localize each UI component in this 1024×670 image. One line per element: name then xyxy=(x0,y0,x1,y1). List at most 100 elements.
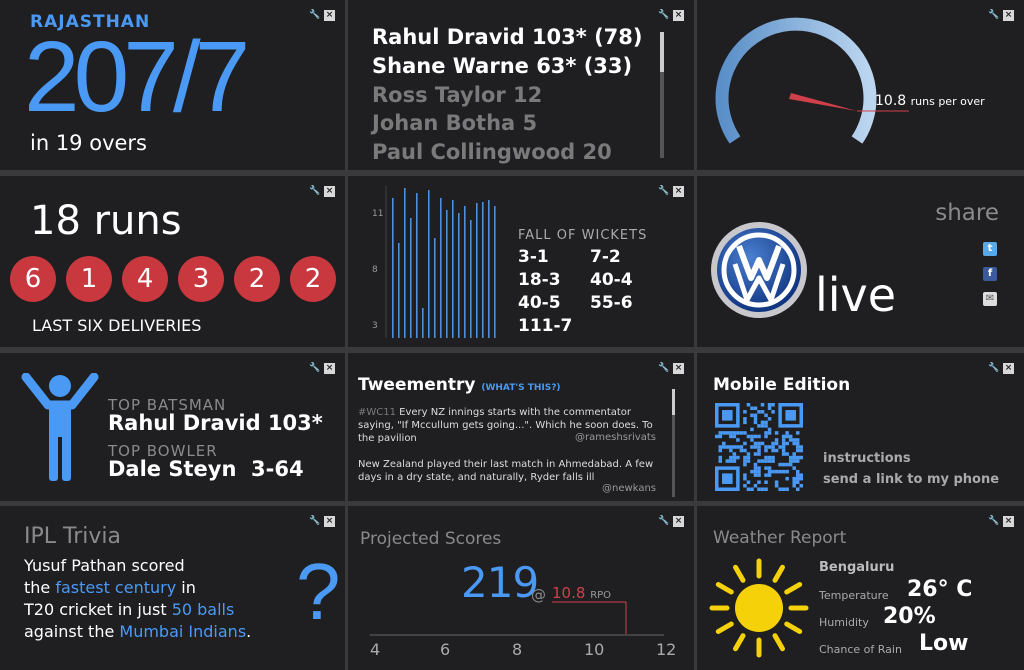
close-icon[interactable]: × xyxy=(324,363,335,374)
sponsor-tile: live share t f ✉ xyxy=(697,176,1024,347)
wrench-icon[interactable]: 🔧 xyxy=(658,516,670,526)
tweet-hashtag[interactable]: #WC11 xyxy=(358,407,396,418)
close-icon[interactable]: × xyxy=(324,516,335,527)
graph-bar xyxy=(494,206,496,338)
qr-code[interactable] xyxy=(715,403,803,491)
top-batsman-label: TOP BATSMAN xyxy=(108,396,227,414)
scrollbar-thumb[interactable] xyxy=(672,389,675,415)
ball-badge: 4 xyxy=(122,256,168,302)
tile-controls: 🔧 × xyxy=(658,186,684,197)
fow-item: 40-4 xyxy=(590,270,633,290)
scrollbar-thumb[interactable] xyxy=(660,32,664,72)
close-icon[interactable]: × xyxy=(324,10,335,21)
wrench-icon[interactable]: 🔧 xyxy=(988,10,1000,20)
axis-tick: 11 xyxy=(372,209,383,219)
projected-rpo-unit: RPO xyxy=(590,590,612,601)
close-icon[interactable]: × xyxy=(673,363,684,374)
tweementry-title: Tweementry (WHAT'S THIS?) xyxy=(358,375,561,395)
tweet-text: New Zealand played their last match in A… xyxy=(358,458,658,484)
wrench-icon[interactable]: 🔧 xyxy=(309,516,321,526)
tile-controls: 🔧 × xyxy=(658,363,684,374)
tile-controls: 🔧 × xyxy=(309,10,335,21)
run-rate-value: 10.8 xyxy=(875,93,907,109)
facebook-icon[interactable]: f xyxy=(983,267,997,281)
wrench-icon[interactable]: 🔧 xyxy=(988,516,1000,526)
close-icon[interactable]: × xyxy=(673,10,684,21)
question-mark-icon: ? xyxy=(296,547,341,636)
tweet-text: #WC11 Every NZ innings starts with the c… xyxy=(358,406,658,445)
batsman-line: Shane Warne 63* (33) xyxy=(372,54,633,78)
wrench-icon[interactable]: 🔧 xyxy=(988,363,1000,373)
graph-bar xyxy=(458,213,460,338)
scrollbar[interactable] xyxy=(672,389,675,497)
wrench-icon[interactable]: 🔧 xyxy=(658,10,670,20)
close-icon[interactable]: × xyxy=(1003,516,1014,527)
ball-badge: 3 xyxy=(178,256,224,302)
tweet-handle[interactable]: @rameshsrivats xyxy=(575,432,656,443)
close-icon[interactable]: × xyxy=(1003,10,1014,21)
trivia-highlight: Mumbai Indians xyxy=(119,622,247,641)
tile-controls: 🔧 × xyxy=(309,516,335,527)
scrollbar[interactable] xyxy=(660,32,664,158)
ball-badge: 2 xyxy=(234,256,280,302)
wrench-icon[interactable]: 🔧 xyxy=(658,363,670,373)
share-label: share xyxy=(935,200,999,226)
sun-icon xyxy=(709,558,809,658)
batsman-line: Paul Collingwood 20 xyxy=(372,140,612,164)
trivia-title: IPL Trivia xyxy=(24,524,121,549)
email-icon[interactable]: ✉ xyxy=(983,292,997,306)
trivia-text-part: against the xyxy=(24,622,120,641)
vw-logo[interactable] xyxy=(709,220,809,320)
tile-controls: 🔧 × xyxy=(658,10,684,21)
graph-bar xyxy=(434,238,436,338)
projected-at: @ xyxy=(531,586,546,604)
trivia-line: T20 cricket in just 50 balls xyxy=(24,599,251,621)
top-players-tile: 🔧 × TOP BATSMAN Rahul Dravid 103* TOP BO… xyxy=(0,353,345,501)
close-icon[interactable]: × xyxy=(324,186,335,197)
axis-tick: 8 xyxy=(372,265,378,275)
twitter-icon[interactable]: t xyxy=(983,242,997,256)
last-six-label: LAST SIX DELIVERIES xyxy=(32,316,202,335)
send-link-link[interactable]: send a link to my phone xyxy=(823,472,1000,487)
close-icon[interactable]: × xyxy=(673,186,684,197)
wrench-icon[interactable]: 🔧 xyxy=(309,363,321,373)
fow-item: 7-2 xyxy=(590,247,621,267)
ball-badge: 1 xyxy=(66,256,112,302)
ball-badge: 2 xyxy=(290,256,336,302)
trivia-text: Yusuf Pathan scored the fastest century … xyxy=(24,555,251,643)
team-score: 207/7 xyxy=(24,21,250,133)
close-icon[interactable]: × xyxy=(673,516,684,527)
close-icon[interactable]: × xyxy=(1003,363,1014,374)
batsmen-tile: 🔧 × Rahul Dravid 103* (78) Shane Warne 6… xyxy=(348,0,694,170)
projected-score: 219 xyxy=(461,558,539,607)
overs-text: in 19 overs xyxy=(30,131,147,155)
batsman-line: Ross Taylor 12 xyxy=(372,83,543,107)
mobile-edition-tile: 🔧 × Mobile Edition instructions send a l… xyxy=(697,353,1024,501)
tweet-handle[interactable]: @newkans xyxy=(602,483,656,494)
trivia-highlight: fastest century xyxy=(55,578,177,597)
ball-badge: 6 xyxy=(10,256,56,302)
rain-label: Chance of Rain xyxy=(819,643,902,656)
wrench-icon[interactable]: 🔧 xyxy=(309,10,321,20)
gauge-arc xyxy=(715,17,877,144)
tweet-body: New Zealand played their last match in A… xyxy=(358,459,654,483)
deliveries-tile: 🔧 × 18 runs 6 1 4 3 2 2 LAST SIX DELIVER… xyxy=(0,176,345,347)
batsman-line: Rahul Dravid 103* (78) xyxy=(372,25,643,49)
instructions-link[interactable]: instructions xyxy=(823,451,911,466)
axis-label: 4 xyxy=(370,640,381,659)
wrench-icon[interactable]: 🔧 xyxy=(658,186,670,196)
wrench-icon[interactable]: 🔧 xyxy=(309,186,321,196)
wicket-bar-graph: 11 8 3 xyxy=(372,186,496,338)
projected-rpo-value: 10.8 xyxy=(552,584,586,602)
run-rate-tile: 🔧 × 10.8 runs per over xyxy=(697,0,1024,170)
graph-bar xyxy=(452,200,454,338)
graph-bar xyxy=(470,220,472,338)
projected-rpo: 10.8 RPO xyxy=(552,584,611,602)
projection-slider[interactable] xyxy=(348,506,694,670)
team-name: RAJASTHAN xyxy=(30,12,151,32)
trivia-text-part: . xyxy=(246,622,252,641)
tweet-body: Every NZ innings starts with the comment… xyxy=(358,407,653,444)
whats-this-link[interactable]: (WHAT'S THIS?) xyxy=(481,383,561,393)
fow-item: 55-6 xyxy=(590,293,633,313)
run-rate-label: runs per over xyxy=(910,95,985,108)
